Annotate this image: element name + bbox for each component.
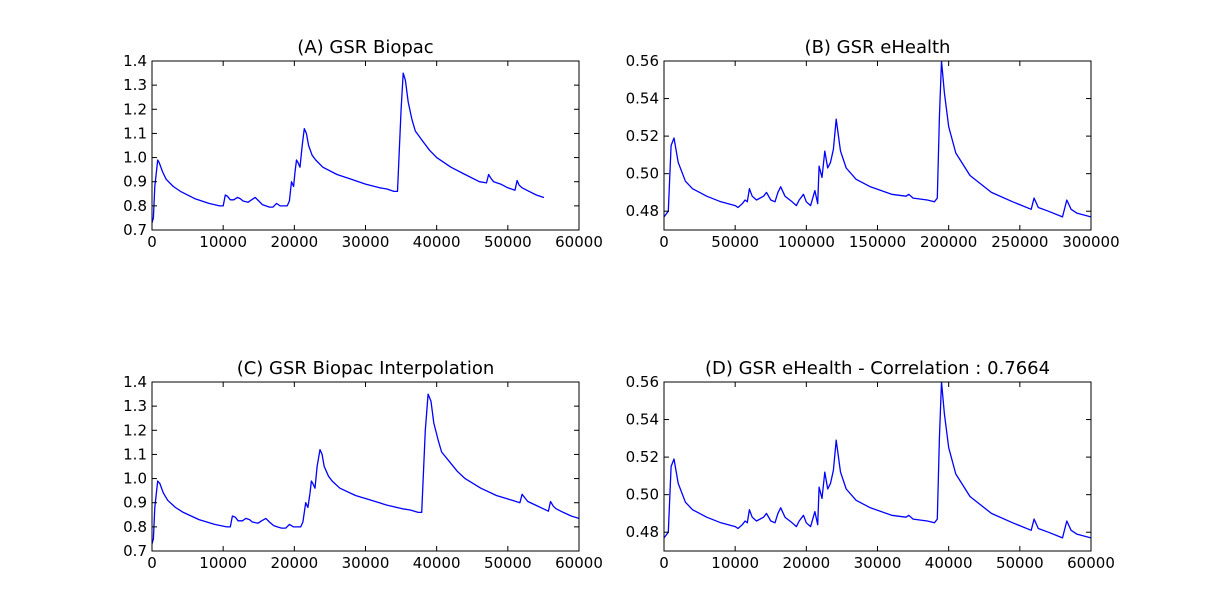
series-line-c-0 [152,393,579,545]
y-tick-label-c: 1.0 [123,470,147,488]
x-tick-label-b: 50000 [711,233,759,251]
x-tick-label-c: 10000 [199,554,247,572]
x-tick-label-a: 40000 [413,233,461,251]
x-tick-label-d: 30000 [854,554,902,572]
y-tick-label-d: 0.56 [626,373,659,391]
y-tick-label-a: 1.2 [123,100,147,118]
x-tick-label-b: 100000 [778,233,835,251]
y-tick-label-a: 1.3 [123,76,147,94]
x-tick-label-a: 50000 [484,233,532,251]
x-tick-label-c: 30000 [342,554,390,572]
y-tick-label-a: 1.0 [123,149,147,167]
series-line-d-0 [664,382,1091,539]
x-tick-label-a: 20000 [270,233,318,251]
chart-title-d: (D) GSR eHealth - Correlation : 0.7664 [705,358,1050,379]
y-tick-label-c: 1.2 [123,421,147,439]
axes-frame-c [151,381,580,552]
y-tick-label-a: 1.1 [123,124,147,142]
panel-a: 0 10000 20000 30000 40000 50000 60000 0.7 0.8 0.9… [123,37,603,251]
y-tick-label-d: 0.54 [626,411,659,429]
y-tick-label-d: 0.52 [626,448,659,466]
x-tick-label-d: 0 [659,554,669,572]
x-tick-label-b: 250000 [991,233,1048,251]
y-tick-label-a: 1.4 [123,52,147,70]
y-tick-label-c: 0.8 [123,518,147,536]
x-tick-label-a: 30000 [342,233,390,251]
chart-title-c: (C) GSR Biopac Interpolation [237,358,495,379]
x-tick-label-a: 0 [147,233,157,251]
y-tick-label-c: 1.1 [123,445,147,463]
x-tick-label-c: 0 [147,554,157,572]
x-tick-label-d: 40000 [925,554,973,572]
x-tick-label-b: 200000 [920,233,977,251]
y-tick-label-b: 0.56 [626,52,659,70]
panel-c: 0 10000 20000 30000 40000 50000 60000 0.7 0.8 0.9… [123,358,603,572]
y-tick-label-c: 1.3 [123,397,147,415]
x-tick-label-b: 0 [659,233,669,251]
y-tick-label-d: 0.48 [626,523,659,541]
y-tick-label-b: 0.54 [626,90,659,108]
x-tick-label-c: 20000 [270,554,318,572]
chart-title-a: (A) GSR Biopac [297,37,433,58]
x-tick-label-c: 50000 [484,554,532,572]
panel-b: 0 50000 100000 150000 200000 250000 300000 0.48… [626,37,1120,251]
y-tick-label-b: 0.48 [626,202,659,220]
series-line-b-0 [664,61,1091,218]
y-tick-label-c: 0.9 [123,494,147,512]
x-tick-label-a: 60000 [555,233,603,251]
x-tick-label-c: 60000 [555,554,603,572]
y-tick-label-c: 1.4 [123,373,147,391]
x-tick-label-d: 60000 [1067,554,1115,572]
x-tick-label-c: 40000 [413,554,461,572]
x-tick-label-d: 50000 [996,554,1044,572]
y-tick-label-d: 0.50 [626,486,659,504]
series-line-a-0 [152,72,545,224]
y-tick-label-a: 0.9 [123,173,147,191]
y-tick-label-b: 0.50 [626,165,659,183]
y-tick-label-c: 0.7 [123,542,147,560]
chart-title-b: (B) GSR eHealth [805,37,951,58]
axes-frame-b [663,60,1092,231]
x-tick-label-d: 10000 [711,554,759,572]
y-tick-label-a: 0.7 [123,221,147,239]
x-tick-label-b: 150000 [849,233,906,251]
y-tick-label-a: 0.8 [123,197,147,215]
x-tick-label-a: 10000 [199,233,247,251]
x-tick-label-b: 300000 [1062,233,1119,251]
panel-d: 0 10000 20000 30000 40000 50000 60000 0.48 0.50 0… [626,358,1115,572]
axes-frame-d [663,381,1092,552]
y-tick-label-b: 0.52 [626,127,659,145]
x-tick-label-d: 20000 [782,554,830,572]
